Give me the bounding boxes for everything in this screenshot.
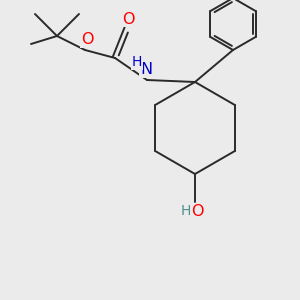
- Text: H: H: [181, 204, 191, 218]
- Text: H: H: [132, 55, 142, 69]
- Text: O: O: [191, 203, 203, 218]
- Text: O: O: [122, 11, 134, 26]
- Text: N: N: [140, 62, 152, 77]
- Text: O: O: [81, 32, 93, 47]
